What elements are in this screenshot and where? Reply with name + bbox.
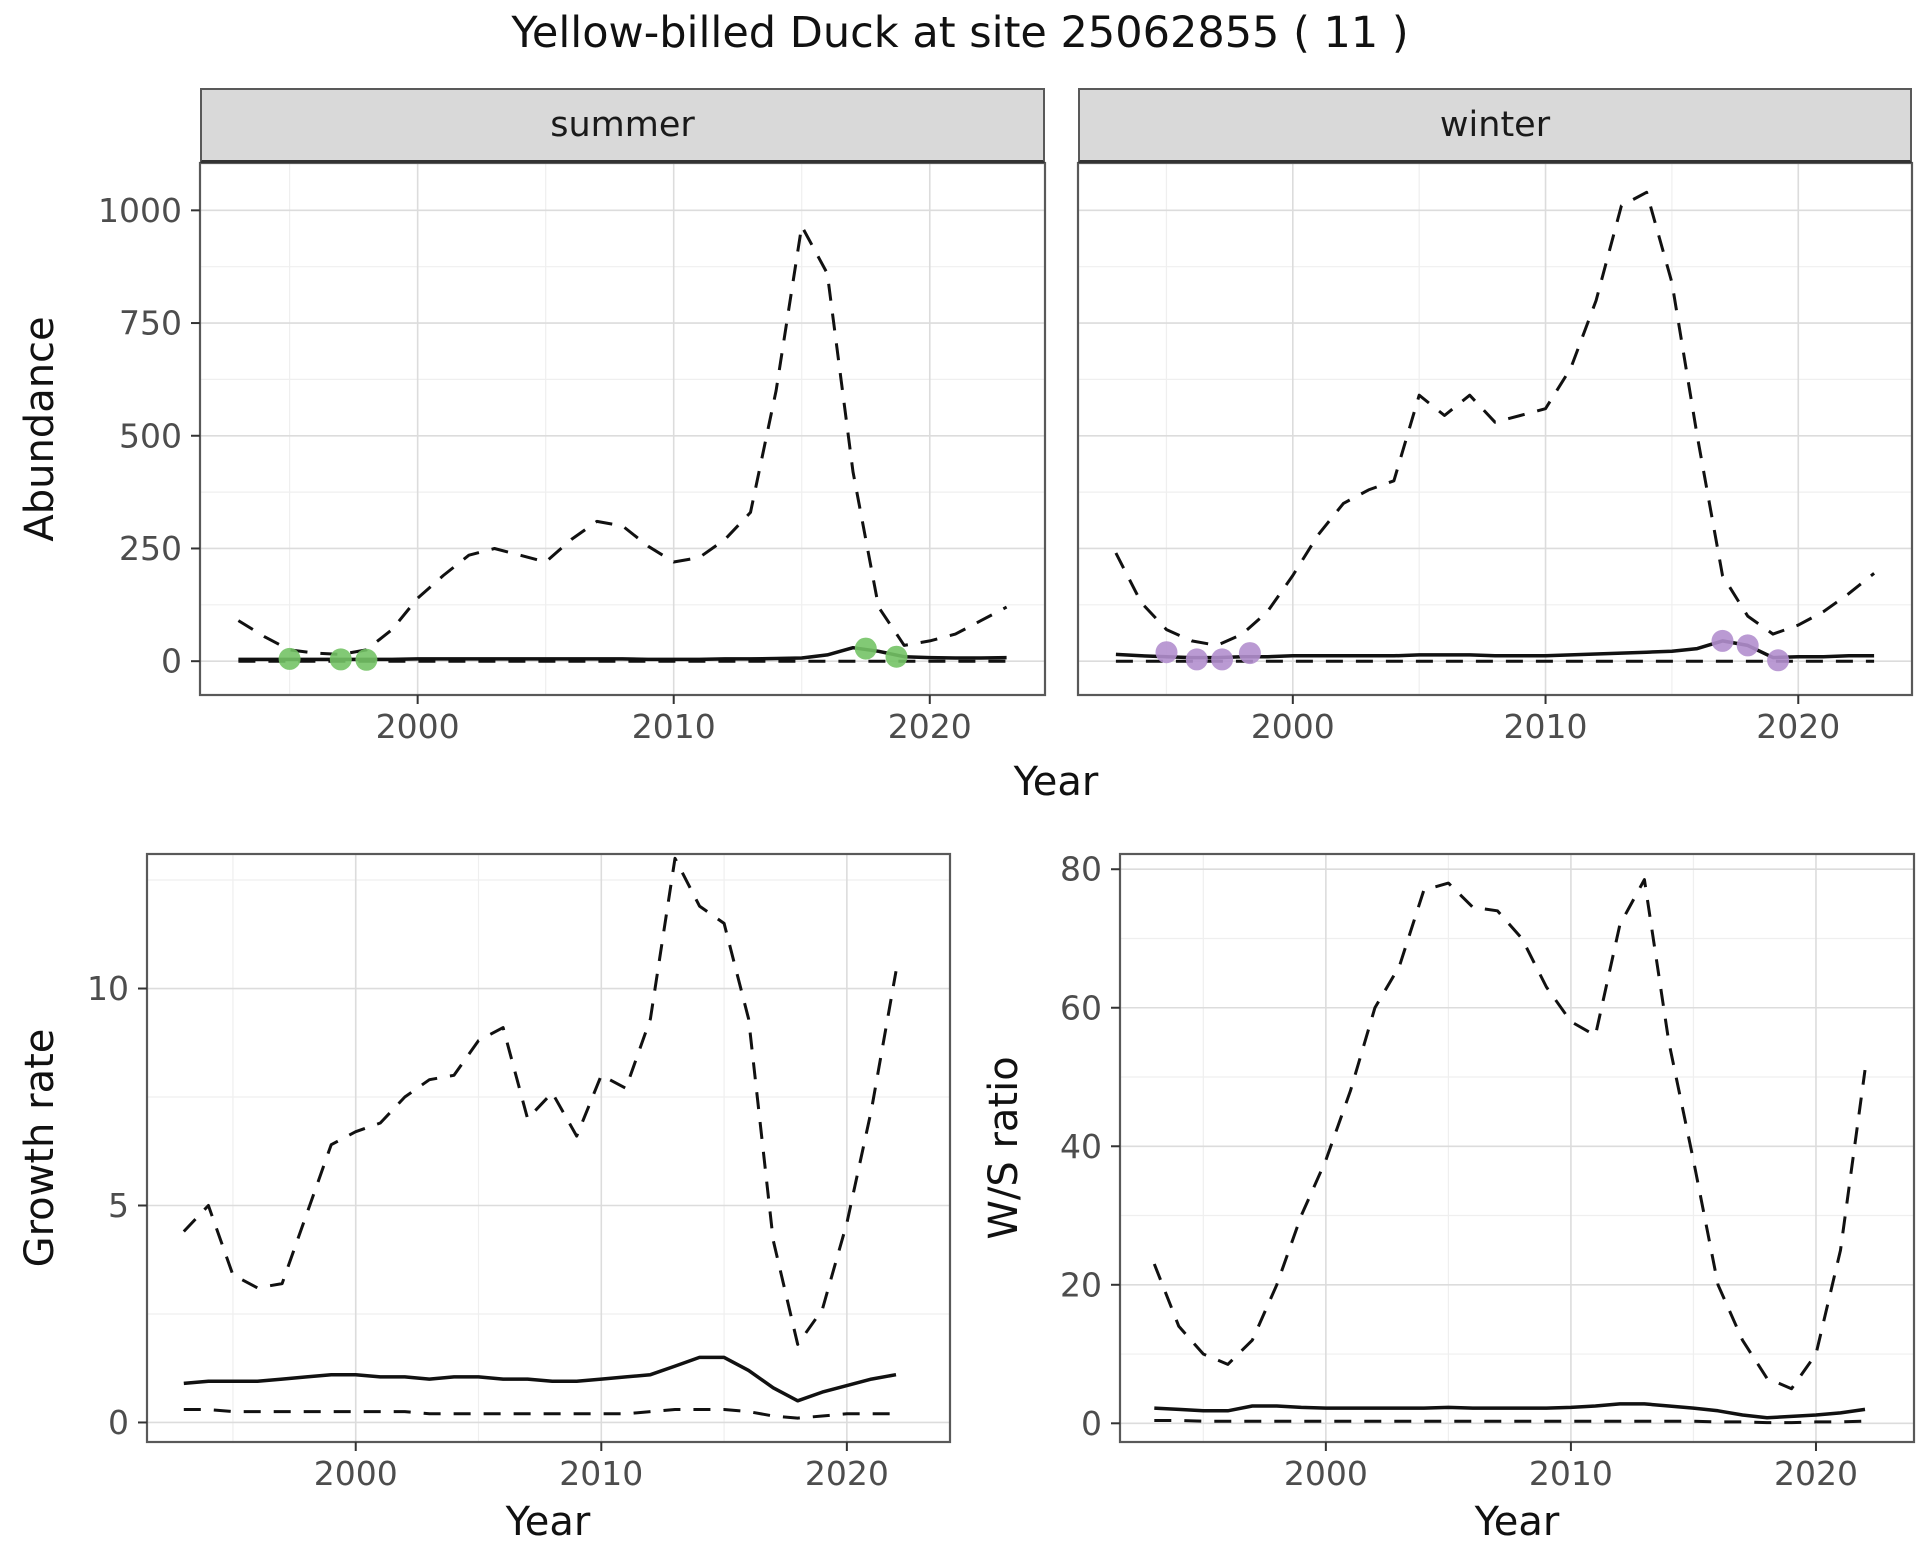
plot-title: Yellow-billed Duck at site 25062855 ( 11…: [511, 8, 1409, 58]
y-tick-label: 60: [1060, 988, 1102, 1027]
series-upper_ci: [1152, 878, 1867, 1391]
x-tick-label: 2000: [376, 707, 460, 746]
y-tick-label: 20: [1060, 1265, 1102, 1304]
facet-strip-label-summer: summer: [550, 105, 695, 145]
summer-count-point: [329, 648, 352, 671]
y-tick-label: 10: [87, 969, 129, 1008]
x-tick-label: 2000: [314, 1454, 398, 1493]
winter-count-point: [1185, 648, 1208, 671]
y-tick-label: 80: [1060, 850, 1102, 889]
y-tick-label: 1000: [98, 191, 182, 230]
x-tick-label: 2020: [805, 1454, 889, 1493]
panel-growth_rate: 2000 2010 2020 0 5 10: [87, 852, 952, 1493]
x-tick-label: 2020: [888, 707, 972, 746]
series-group-ws_ratio: [1152, 878, 1867, 1425]
summer-count-point: [854, 637, 877, 660]
winter-count-point: [1711, 629, 1734, 652]
y-tick-label: 0: [161, 642, 182, 681]
x-tick-label: 2010: [632, 707, 716, 746]
series-upper_ci: [1114, 190, 1876, 647]
summer-count-point: [885, 645, 908, 668]
winter-count-point: [1211, 648, 1234, 671]
facet-strip-summer: summer: [200, 88, 1045, 163]
summer-count-point: [278, 647, 301, 670]
panel-ws_ratio: 2000 2010 2020 0 20 40 60 80: [1060, 850, 1916, 1493]
y-tick-label: 500: [119, 416, 182, 455]
series-upper_ci: [182, 856, 898, 1346]
series-group-growth_rate: [182, 856, 898, 1420]
x-tick-label: 2000: [1284, 1454, 1368, 1493]
winter-count-point: [1238, 642, 1261, 665]
y-tick-label: 250: [119, 529, 182, 568]
x-tick-label: 2020: [1756, 707, 1840, 746]
series-median: [183, 1355, 897, 1403]
series-median: [1154, 1402, 1866, 1420]
summer-count-point: [355, 648, 378, 671]
y-tick-label: 0: [1081, 1404, 1102, 1443]
y-tick-label: 5: [108, 1186, 129, 1225]
facet-strip-winter: winter: [1078, 88, 1912, 163]
winter-count-point: [1767, 649, 1790, 672]
facet-strip-label-winter: winter: [1439, 105, 1551, 145]
y-tick-label: 40: [1060, 1127, 1102, 1166]
x-axis-label-year-growth: Year: [505, 1499, 591, 1545]
x-tick-label: 2010: [559, 1454, 643, 1493]
y-axis-label-abundance: Abundance: [17, 316, 63, 542]
winter-count-point: [1155, 641, 1178, 664]
x-tick-label: 2020: [1774, 1454, 1858, 1493]
panel-abundance_summer: 2000 2010 2020 0 250 500 750 1000: [98, 161, 1047, 746]
winter-count-point: [1736, 634, 1759, 657]
y-axis-label-growth-rate: Growth rate: [17, 1028, 63, 1268]
y-tick-label: 0: [108, 1403, 129, 1442]
y-axis-label-ws-ratio: W/S ratio: [981, 1056, 1027, 1240]
y-tick-label: 750: [119, 304, 182, 343]
x-tick-label: 2010: [1529, 1454, 1613, 1493]
x-axis-label-year-ws: Year: [1474, 1499, 1560, 1545]
x-tick-label: 2000: [1251, 707, 1335, 746]
panel-abundance_winter: 2000 2010 2020: [1076, 161, 1914, 746]
x-axis-label-year-top: Year: [1013, 759, 1099, 805]
x-tick-label: 2010: [1504, 707, 1588, 746]
